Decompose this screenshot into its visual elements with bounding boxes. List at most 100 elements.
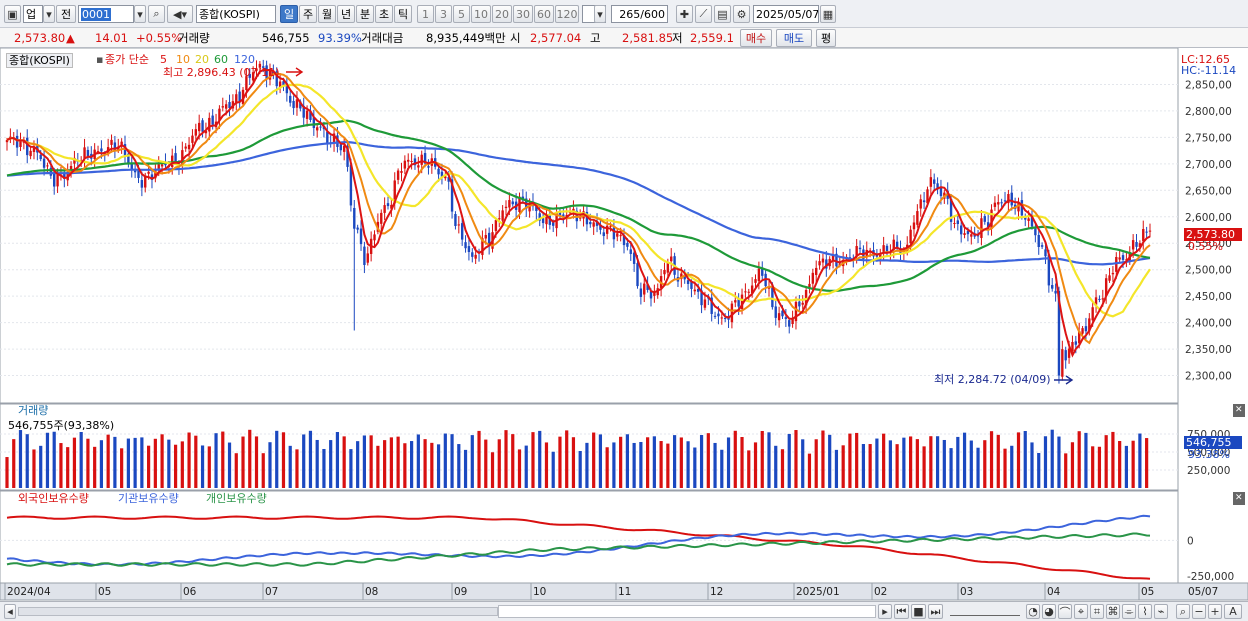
- zoom-in-icon[interactable]: +: [1208, 604, 1222, 619]
- prev-button[interactable]: 전: [56, 5, 76, 23]
- candle-body: [933, 179, 936, 184]
- volume-bar: [302, 434, 306, 488]
- gear-icon[interactable]: ⚙: [733, 5, 750, 23]
- candle-body: [538, 213, 541, 221]
- interval-5[interactable]: 5: [453, 5, 470, 23]
- tool-1-icon[interactable]: ◔: [1026, 604, 1040, 619]
- scroll-left-icon[interactable]: ◂: [4, 604, 16, 619]
- candle-body: [272, 71, 275, 74]
- interval-120[interactable]: 120: [555, 5, 579, 23]
- volume-bar: [106, 434, 110, 488]
- tool-9-icon[interactable]: ⌁: [1154, 604, 1168, 619]
- tool-3-icon[interactable]: ⌒: [1058, 604, 1072, 619]
- sell-button[interactable]: 매도: [776, 29, 812, 47]
- volume-bar: [935, 436, 940, 488]
- period-day[interactable]: 일: [280, 5, 298, 23]
- period-second[interactable]: 초: [375, 5, 393, 23]
- period-month[interactable]: 월: [318, 5, 336, 23]
- candle-body: [959, 225, 963, 235]
- ma-60-line: [6, 119, 1151, 293]
- horizontal-scrollbar[interactable]: [18, 607, 498, 616]
- scrollbar-thumb[interactable]: [498, 605, 876, 618]
- candle-body: [410, 160, 413, 162]
- interval-20[interactable]: 20: [492, 5, 512, 23]
- period-week[interactable]: 주: [299, 5, 317, 23]
- period-tick-label: 틱: [397, 8, 409, 21]
- volume-bar: [200, 445, 205, 488]
- x-tick-label: 11: [618, 586, 631, 598]
- interval-1[interactable]: 1: [417, 5, 434, 23]
- period-year[interactable]: 년: [337, 5, 355, 23]
- candle-body: [558, 212, 562, 217]
- volume-panel-close-icon[interactable]: ✕: [1233, 404, 1245, 417]
- code-dropdown-icon[interactable]: ▾: [134, 5, 146, 23]
- buy-button[interactable]: 매수: [740, 29, 772, 47]
- rewind-icon[interactable]: ⏮: [894, 604, 909, 619]
- candle-body: [666, 262, 670, 273]
- price-change: 14.01: [95, 31, 128, 45]
- interval-dropdown-icon[interactable]: ▾: [594, 5, 606, 23]
- market-dropdown-icon[interactable]: ▾: [43, 5, 55, 23]
- date-input[interactable]: 2025/05/07: [753, 5, 819, 23]
- search-icon[interactable]: ⌕: [148, 5, 165, 23]
- candle-body: [444, 176, 447, 179]
- volume-bar: [113, 436, 117, 488]
- zoom-out-icon[interactable]: −: [1192, 604, 1206, 619]
- tool-6-icon[interactable]: ⌘: [1106, 604, 1120, 619]
- volume-bar: [167, 439, 171, 488]
- market-select[interactable]: 업: [23, 5, 43, 23]
- tool-8-icon[interactable]: ⌇: [1138, 604, 1152, 619]
- volume-bar: [1064, 453, 1068, 488]
- interval-30[interactable]: 30: [513, 5, 533, 23]
- chart-area[interactable]: 2,850,00 2,800,00 2,750,00 2,700,00 2,650,00…: [0, 48, 1248, 601]
- tool-5-icon[interactable]: ⌗: [1090, 604, 1104, 619]
- calendar-icon[interactable]: ▦: [820, 5, 836, 23]
- auto-scale-icon[interactable]: A: [1224, 604, 1242, 619]
- candle-body: [32, 147, 36, 152]
- volume-bar: [1097, 446, 1102, 488]
- tool-4-icon[interactable]: ⌖: [1074, 604, 1088, 619]
- volume-bar: [463, 449, 468, 488]
- period-minute[interactable]: 분: [356, 5, 374, 23]
- zoom-search-icon[interactable]: ⌕: [1176, 604, 1190, 619]
- candle-body: [5, 140, 9, 143]
- candle-body: [895, 241, 899, 249]
- volume-bar: [753, 442, 758, 488]
- candle-body: [912, 222, 916, 230]
- tool-2-icon[interactable]: ◕: [1042, 604, 1056, 619]
- volume-bar: [160, 434, 164, 488]
- volume-bar: [59, 443, 63, 488]
- flow-institution-line: [6, 514, 1151, 567]
- save-icon[interactable]: ▤: [714, 5, 731, 23]
- count-field[interactable]: 265/600: [611, 5, 668, 23]
- code-input[interactable]: 0001: [78, 5, 134, 23]
- speaker-icon[interactable]: ◀▾: [167, 5, 193, 23]
- eval-button[interactable]: 평: [816, 29, 836, 47]
- flow-panel-close-icon[interactable]: ✕: [1233, 492, 1245, 505]
- volume-bar: [93, 446, 97, 488]
- stop-icon[interactable]: ■: [911, 604, 926, 619]
- interval-60[interactable]: 60: [534, 5, 554, 23]
- candle-body: [1020, 200, 1024, 216]
- volume-bar: [942, 439, 946, 488]
- volume-bar: [531, 432, 535, 488]
- period-tick[interactable]: 틱: [394, 5, 412, 23]
- bottom-toolbar: ◂ ▸ ⏮ ■ ⏭ ◔ ◕ ⌒ ⌖ ⌗ ⌘ ⌯ ⌇ ⌁ ⌕ − + A: [0, 601, 1248, 621]
- volume-bar: [821, 430, 825, 488]
- draw-tool-icon[interactable]: ⟋: [695, 5, 712, 23]
- volume-bar: [52, 431, 56, 488]
- window-menu-icon[interactable]: ▣: [4, 5, 21, 23]
- volume-bar: [1124, 445, 1128, 488]
- forward-icon[interactable]: ⏭: [928, 604, 943, 619]
- candle-body: [835, 253, 838, 267]
- scroll-right-icon[interactable]: ▸: [878, 604, 892, 619]
- tool-7-icon[interactable]: ⌯: [1122, 604, 1136, 619]
- candle-body: [821, 258, 825, 263]
- candle-body: [1101, 298, 1104, 300]
- volume-bar: [261, 453, 265, 488]
- zoom-slider[interactable]: [950, 607, 1020, 616]
- volume-bar: [329, 440, 333, 488]
- interval-10[interactable]: 10: [471, 5, 491, 23]
- interval-3[interactable]: 3: [435, 5, 452, 23]
- crosshair-icon[interactable]: ✚: [676, 5, 693, 23]
